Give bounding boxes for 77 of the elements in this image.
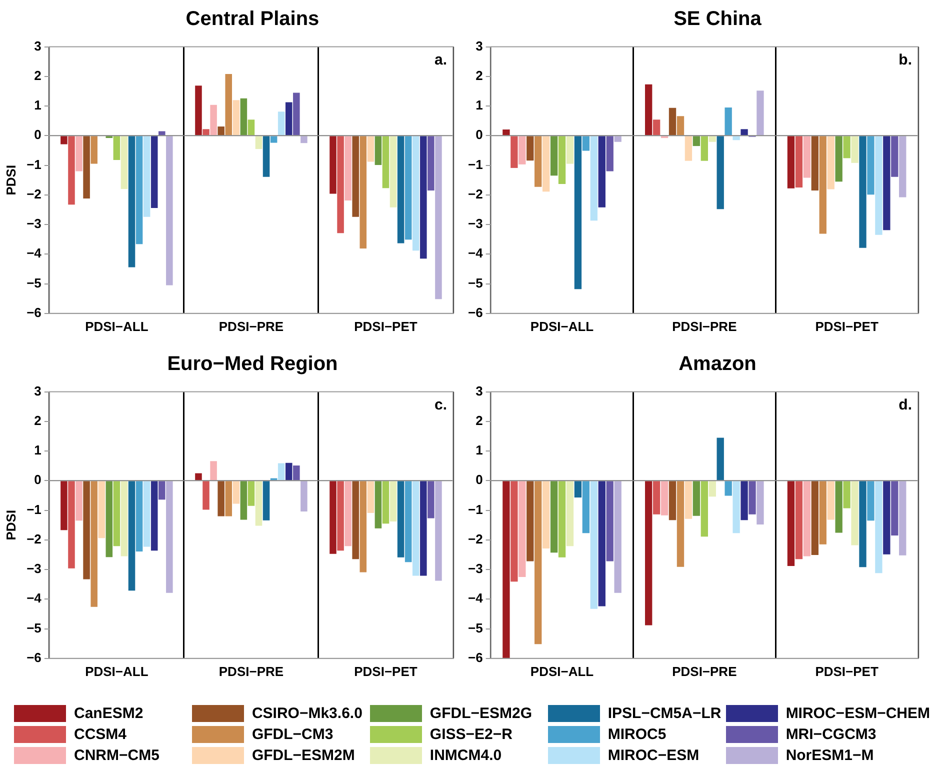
y-tick-label: −5 — [468, 275, 483, 290]
chart-title: Amazon — [678, 353, 758, 376]
y-tick-label: 2 — [476, 68, 483, 83]
legend-label: CanESM2 — [74, 705, 144, 722]
legend-label: GFDL−ESM2G — [430, 705, 532, 722]
y-tick-label: −1 — [468, 502, 483, 517]
x-tick-label: PDSI−ALL — [85, 664, 148, 679]
y-tick-label: −3 — [26, 561, 42, 576]
y-tick-label: −6 — [468, 304, 483, 320]
chart-title: Central Plains — [184, 8, 320, 31]
y-tick-label: 0 — [476, 127, 483, 142]
y-tick-label: 1 — [476, 98, 483, 113]
x-tick-label: PDSI−ALL — [85, 318, 148, 334]
y-tick-label: −6 — [26, 304, 42, 320]
x-tick-label: PDSI−PET — [815, 318, 878, 334]
y-tick-label: −3 — [468, 561, 483, 576]
chart-title: SE China — [672, 8, 762, 31]
y-tick-label: 2 — [34, 413, 42, 428]
y-tick-label: −1 — [26, 502, 42, 517]
y-tick-label: 1 — [34, 442, 42, 458]
y-tick-label: −5 — [26, 275, 42, 290]
y-tick-label: 2 — [34, 68, 42, 83]
x-tick-label: PDSI−PRE — [672, 664, 738, 679]
legend-label: MRI−CGCM3 — [786, 726, 876, 743]
legend-label: CCSM4 — [74, 726, 127, 743]
x-tick-label: PDSI−PET — [354, 318, 418, 334]
legend-label: MIROC−ESM — [608, 747, 700, 764]
y-tick-label: 0 — [476, 472, 483, 488]
y-tick-label: −2 — [468, 531, 483, 546]
y-tick-label: 3 — [476, 383, 483, 398]
x-tick-label: PDSI−ALL — [530, 318, 594, 334]
x-tick-label: PDSI−PET — [815, 664, 878, 679]
annotation: b. — [898, 51, 912, 68]
x-tick-label: PDSI−PRE — [218, 664, 284, 679]
y-tick-label: −4 — [468, 246, 484, 261]
y-tick-label: 3 — [34, 383, 42, 398]
y-tick-label: −2 — [468, 186, 483, 202]
y-tick-label: 0 — [34, 127, 42, 142]
y-tick-label: −5 — [468, 620, 483, 636]
y-tick-label: −4 — [26, 590, 42, 606]
y-tick-label: −6 — [26, 650, 42, 665]
annotation: c. — [434, 396, 447, 414]
legend-label: MIROC−ESM−CHEM — [786, 705, 930, 722]
y-tick-label: 1 — [34, 98, 42, 113]
legend-label: NorESM1−M — [786, 747, 874, 764]
legend-label: GISS−E2−R — [430, 726, 512, 743]
x-tick-label: PDSI−PRE — [218, 318, 284, 334]
y-tick-label: 3 — [34, 38, 42, 54]
y-tick-label: −1 — [26, 156, 42, 172]
y-axis-title: PDSI — [3, 510, 18, 540]
y-tick-label: −2 — [26, 186, 42, 202]
legend-label: GFDL−ESM2M — [252, 747, 355, 764]
legend-label: MIROC5 — [608, 726, 666, 743]
y-tick-label: −3 — [468, 216, 483, 232]
legend-label: CNRM−CM5 — [74, 747, 160, 764]
y-tick-label: −3 — [26, 216, 42, 232]
y-tick-label: 3 — [476, 38, 483, 54]
chart-title: Euro−Med Region — [166, 353, 339, 376]
legend-label: INMCM4.0 — [430, 747, 502, 764]
annotation: d. — [898, 396, 912, 414]
y-tick-label: 1 — [476, 442, 483, 458]
y-tick-label: −4 — [26, 246, 42, 261]
y-tick-label: 2 — [476, 413, 483, 428]
y-tick-label: −5 — [26, 620, 42, 636]
x-tick-label: PDSI−ALL — [530, 664, 594, 679]
y-tick-label: −2 — [26, 531, 42, 546]
y-tick-label: −1 — [468, 156, 483, 172]
annotation: a. — [434, 51, 447, 68]
y-tick-label: 0 — [34, 472, 42, 488]
y-tick-label: −4 — [468, 590, 484, 606]
x-tick-label: PDSI−PET — [354, 664, 418, 679]
legend-label: IPSL−CM5A−LR — [608, 705, 722, 722]
y-axis-title: PDSI — [3, 164, 18, 196]
x-tick-label: PDSI−PRE — [672, 318, 738, 334]
legend-label: CSIRO−Mk3.6.0 — [252, 705, 362, 722]
legend-label: GFDL−CM3 — [252, 726, 334, 743]
y-tick-label: −6 — [468, 650, 483, 665]
